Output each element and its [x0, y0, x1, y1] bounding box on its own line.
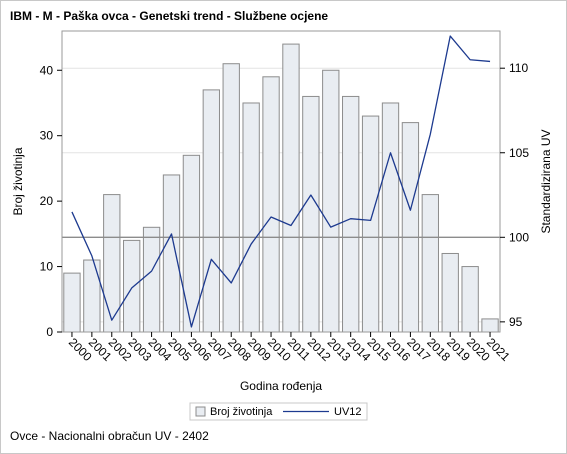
- bar-2010: [262, 76, 280, 333]
- bar-2004: [142, 226, 161, 333]
- legend-bar-label: Broj životinja: [210, 406, 273, 418]
- footnote: Ovce - Nacionalni obračun UV - 2402: [10, 429, 209, 443]
- y2-tick-label: 105: [509, 146, 529, 160]
- bar-2013: [322, 69, 340, 333]
- y2-tick-label: 100: [509, 230, 529, 244]
- bar-2018: [421, 194, 439, 333]
- legend-box: [189, 402, 368, 421]
- bar-2003: [123, 239, 141, 333]
- y-axis-label: Broj životinja: [11, 147, 25, 215]
- y2-axis-label: Standardizirana UV: [539, 129, 553, 233]
- series-line-uv12: [71, 35, 491, 328]
- axes-layer: 0102030409510010511020002001200220032004…: [40, 61, 530, 364]
- bar-2020: [461, 266, 479, 333]
- plot-area-border: [61, 30, 501, 333]
- line-layer: [71, 35, 491, 328]
- y-tick-label: 30: [40, 129, 54, 143]
- bar-2005: [162, 174, 181, 333]
- y2-tick-label: 95: [509, 315, 523, 329]
- legend-line-label: UV12: [334, 406, 362, 418]
- bar-2000: [63, 272, 81, 333]
- y-tick-label: 40: [40, 63, 54, 77]
- bar-2009: [242, 102, 260, 333]
- bar-2014: [342, 95, 360, 333]
- bar-2007: [202, 89, 220, 333]
- legend: Broj životinja UV12: [189, 402, 368, 421]
- y-tick-label: 10: [40, 260, 54, 274]
- y2-tick-label: 110: [509, 61, 528, 75]
- chart-title: IBM - M - Paška ovca - Genetski trend - …: [10, 9, 329, 23]
- bar-2008: [222, 63, 240, 333]
- legend-bar-swatch: [195, 406, 206, 417]
- bar-2021: [481, 318, 499, 333]
- bar-2001: [83, 259, 101, 333]
- bar-2015: [361, 115, 380, 333]
- bar-2012: [302, 95, 320, 333]
- y-tick-label: 0: [46, 325, 53, 339]
- x-axis-label: Godina rođenja: [240, 379, 322, 393]
- y-tick-label: 20: [40, 194, 54, 208]
- bars-layer: [63, 43, 499, 333]
- bar-2016: [381, 102, 400, 333]
- bar-2017: [401, 122, 420, 333]
- bar-2019: [441, 252, 459, 333]
- bar-2011: [282, 43, 300, 333]
